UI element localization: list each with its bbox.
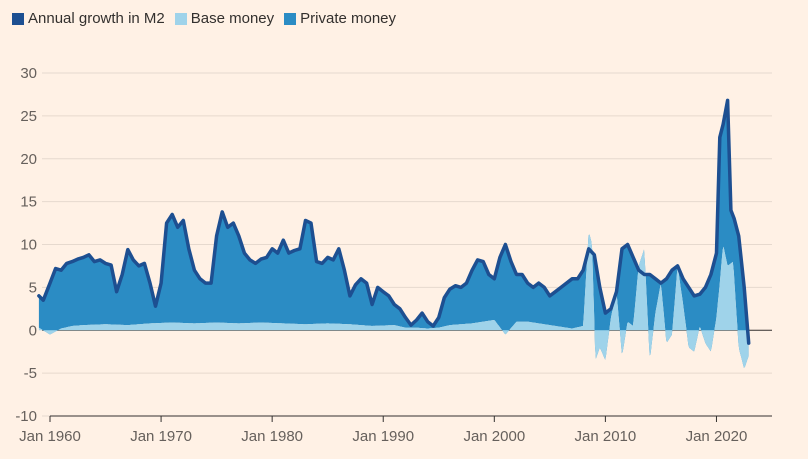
legend-label-private-money: Private money <box>300 10 397 27</box>
legend-label-m2: Annual growth in M2 <box>28 10 165 27</box>
y-tick-label: -10 <box>15 408 37 425</box>
x-tick-label: Jan 2010 <box>575 428 637 445</box>
y-tick-label: -5 <box>24 365 37 382</box>
legend-label-base-money: Base money <box>190 10 275 27</box>
y-tick-label: 0 <box>29 322 37 339</box>
y-tick-label: 30 <box>20 65 37 82</box>
gridlines <box>42 72 772 417</box>
chart-legend: Annual growth in M2 Base money Private m… <box>12 10 396 27</box>
legend-swatch-base-money <box>174 12 187 25</box>
m2-growth-line-path <box>37 98 751 345</box>
x-tick-label: Jan 1980 <box>241 428 303 445</box>
x-tick-label: Jan 1970 <box>130 428 192 445</box>
private-money-area <box>38 101 749 368</box>
legend-swatch-m2 <box>12 12 24 25</box>
y-tick-labels: -10 -5 0 5 10 15 20 25 30 <box>15 65 37 425</box>
y-tick-label: 10 <box>20 237 37 254</box>
legend-item-base-money: Base money <box>174 10 275 27</box>
x-tick-label: Jan 2020 <box>686 428 748 445</box>
y-tick-label: 25 <box>20 108 37 125</box>
x-tick-labels: Jan 1960 Jan 1970 Jan 1980 Jan 1990 Jan 2000… <box>19 428 747 445</box>
y-tick-label: 20 <box>20 151 37 168</box>
legend-item-private-money: Private money <box>284 10 396 27</box>
private-money-fill <box>38 101 749 368</box>
legend-item-m2: Annual growth in M2 <box>12 10 165 27</box>
y-tick-label: 5 <box>29 279 37 296</box>
y-tick-label: 15 <box>20 194 37 211</box>
x-tick-label: Jan 1960 <box>19 428 81 445</box>
legend-swatch-private-money <box>284 12 297 25</box>
axes <box>49 415 772 422</box>
x-tick-label: Jan 1990 <box>352 428 414 445</box>
m2-growth-line <box>37 98 751 345</box>
x-tick-label: Jan 2000 <box>463 428 525 445</box>
